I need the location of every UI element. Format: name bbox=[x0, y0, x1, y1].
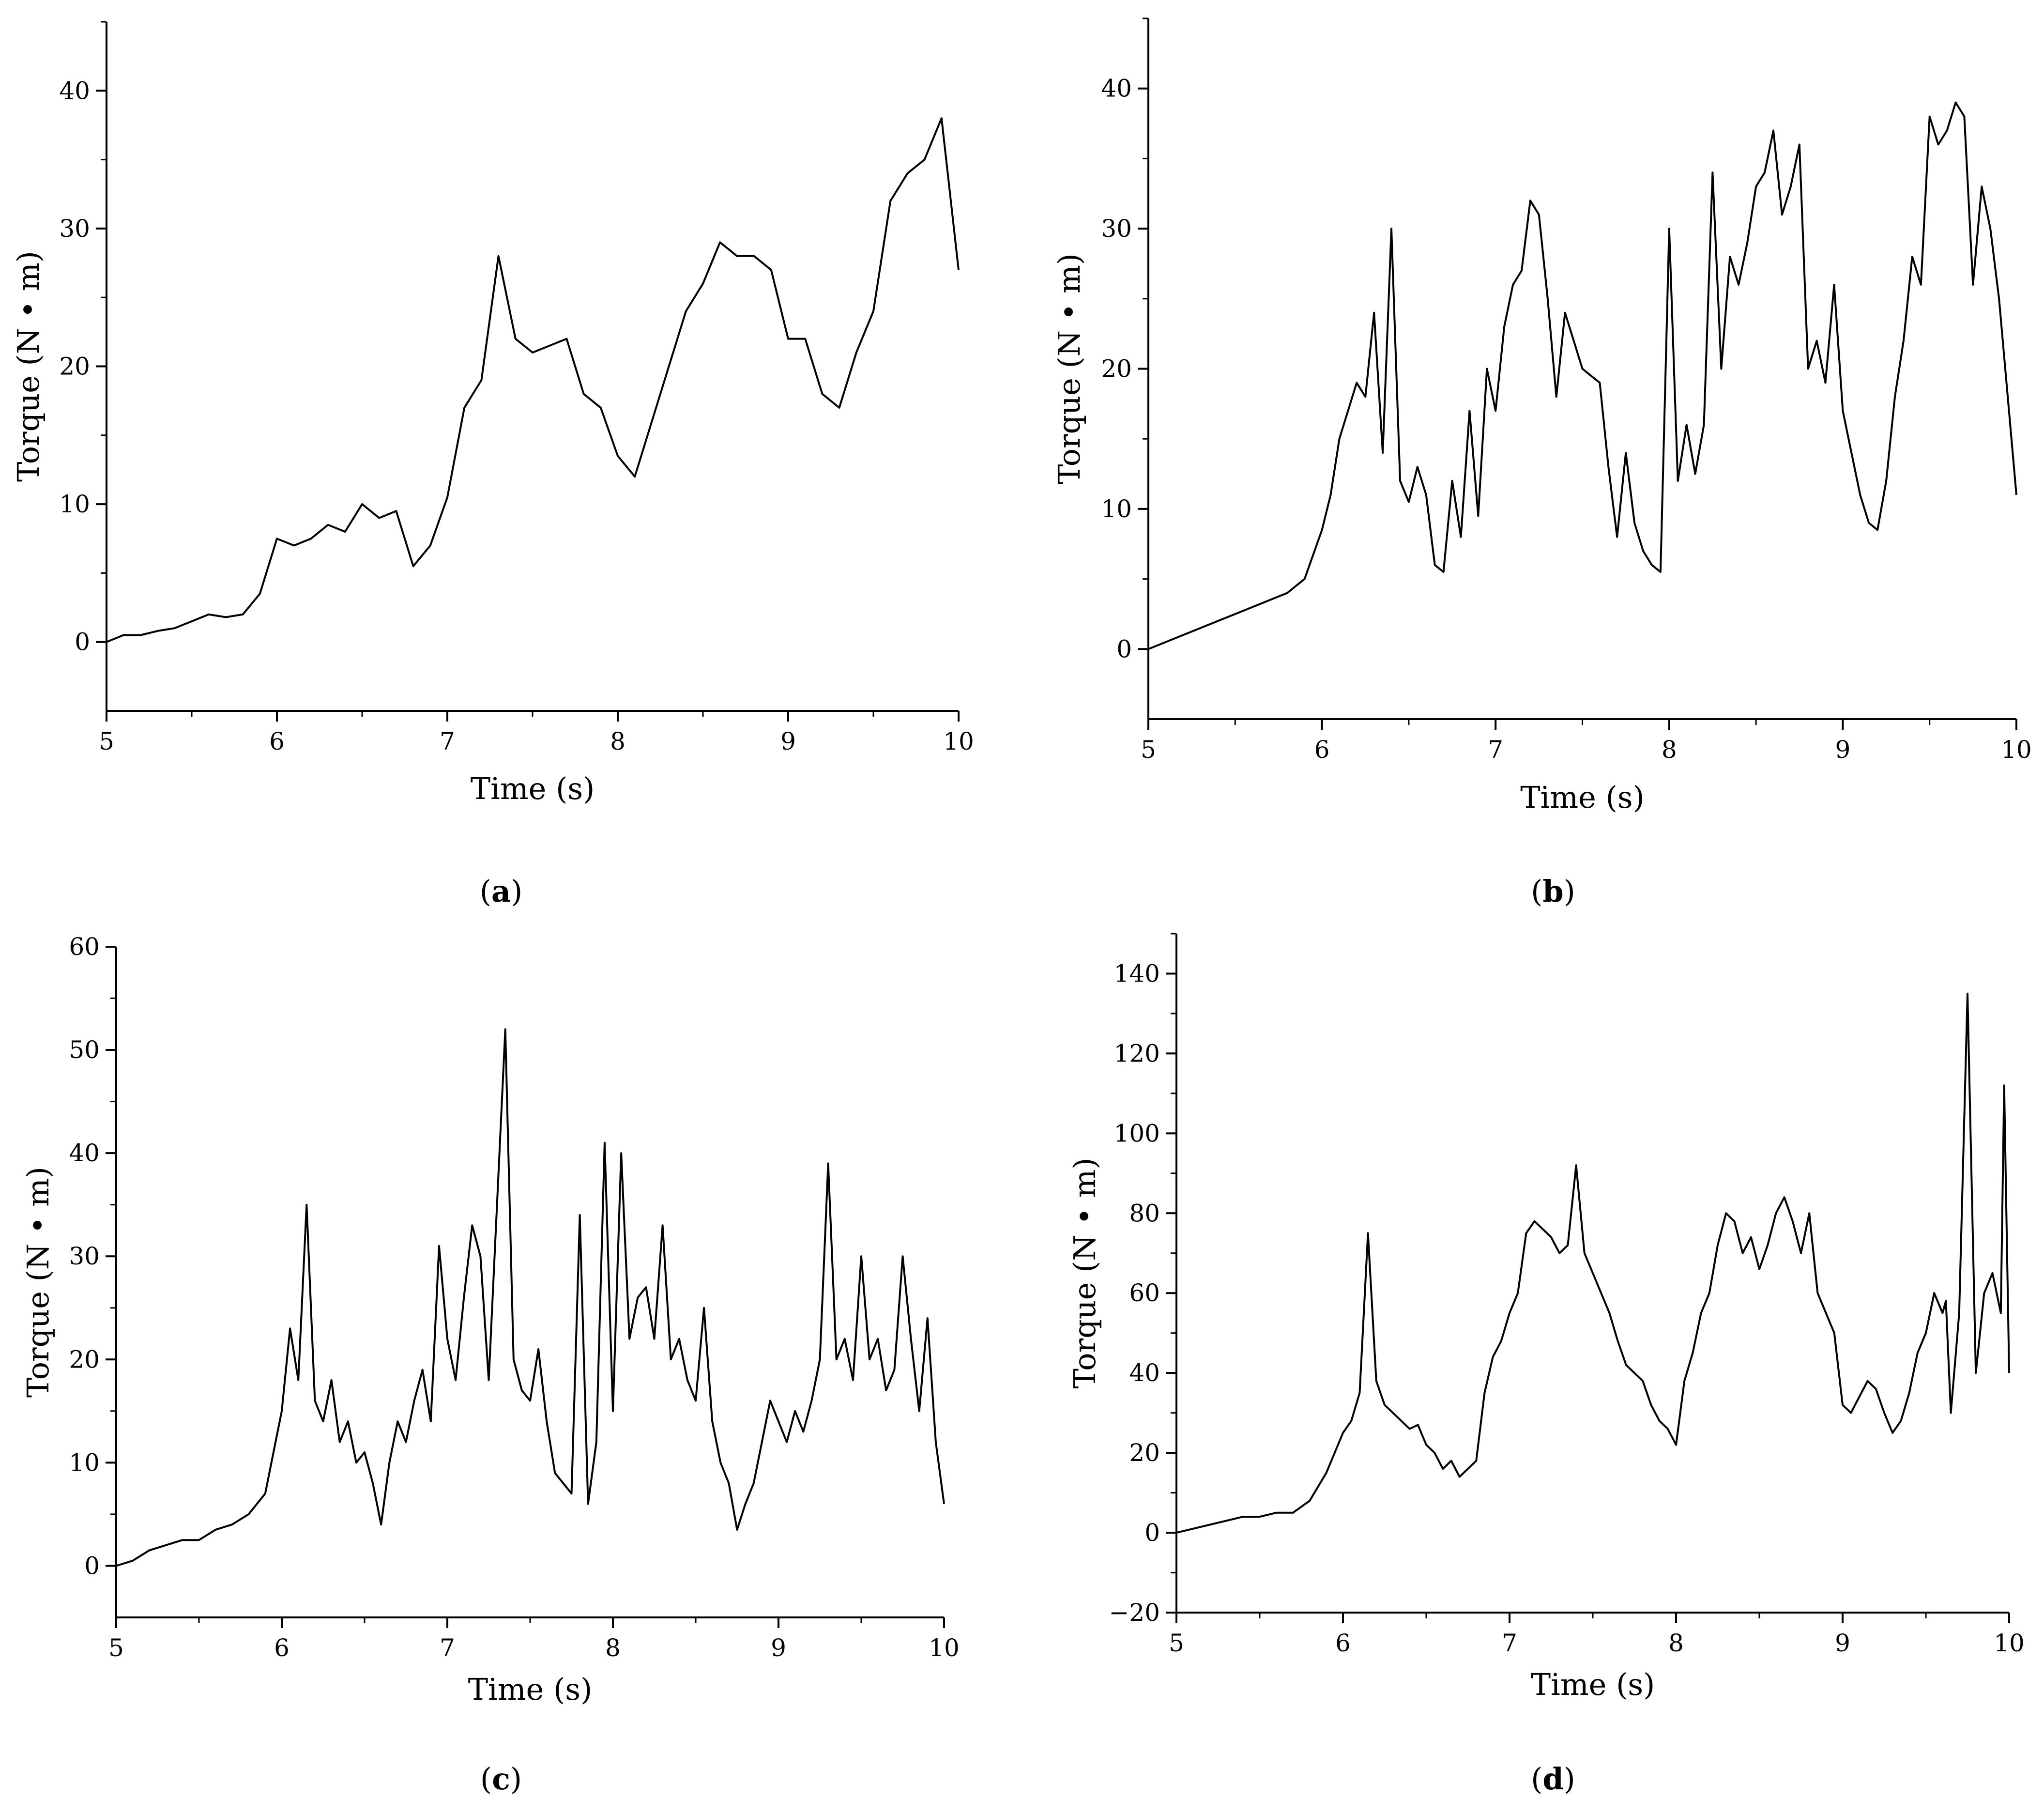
y-tick-label-d: 100 bbox=[1114, 1119, 1160, 1147]
y-tick-label-d: 120 bbox=[1114, 1039, 1160, 1067]
y-tick-label-b: 0 bbox=[1116, 635, 1132, 663]
chart-panel-d: 5 6 7 8 9 10 −20 0 20 40 60 80 100 120 140 Time (s) Torq… bbox=[1067, 933, 2025, 1702]
y-tick-label-d: 60 bbox=[1129, 1279, 1160, 1307]
x-axis-title-d: Time (s) bbox=[1531, 1667, 1655, 1702]
x-tick-label-d: 6 bbox=[1335, 1629, 1351, 1657]
y-tick-label-d: 20 bbox=[1129, 1439, 1160, 1467]
x-tick-label-b: 6 bbox=[1314, 736, 1330, 764]
y-tick-label-d: 80 bbox=[1129, 1199, 1160, 1227]
torque-series-line-d bbox=[1176, 992, 2010, 1534]
panel-caption-a: (a) bbox=[480, 874, 523, 909]
y-tick-label-b: 40 bbox=[1101, 75, 1132, 103]
y-tick-label-d: 140 bbox=[1114, 959, 1160, 987]
torque-series-line-a bbox=[106, 117, 960, 643]
x-tick-label-a: 9 bbox=[780, 727, 796, 755]
x-tick-label-b: 7 bbox=[1488, 736, 1503, 764]
x-tick-label-c: 5 bbox=[108, 1634, 124, 1662]
y-tick-label-c: 50 bbox=[69, 1036, 100, 1064]
y-tick-label-c: 40 bbox=[69, 1139, 100, 1167]
y-axis-title-d: Torque (N • m) bbox=[1067, 1158, 1102, 1389]
x-tick-label-d: 9 bbox=[1835, 1629, 1850, 1657]
x-tick-label-a: 5 bbox=[99, 727, 114, 755]
y-tick-label-c: 60 bbox=[69, 933, 100, 961]
y-tick-label-d: 0 bbox=[1144, 1519, 1160, 1547]
x-tick-label-b: 8 bbox=[1662, 736, 1677, 764]
chart-panel-b: 5 6 7 8 9 10 0 10 20 30 40 Time (s) Torque (N • m) bbox=[1052, 17, 2032, 815]
y-tick-label-a: 30 bbox=[59, 215, 90, 243]
x-tick-label-c: 6 bbox=[274, 1634, 290, 1662]
y-tick-label-d: 40 bbox=[1129, 1359, 1160, 1387]
x-tick-label-a: 10 bbox=[943, 727, 974, 755]
y-tick-label-b: 20 bbox=[1101, 355, 1132, 383]
y-axis-title-c: Torque (N • m) bbox=[20, 1167, 56, 1398]
x-tick-label-b: 5 bbox=[1141, 736, 1156, 764]
x-axis-title-b: Time (s) bbox=[1520, 780, 1645, 815]
x-tick-label-b: 9 bbox=[1835, 736, 1850, 764]
y-tick-label-d: −20 bbox=[1109, 1599, 1160, 1627]
x-tick-label-c: 9 bbox=[771, 1634, 786, 1662]
panel-caption-d: (d) bbox=[1531, 1761, 1575, 1797]
x-tick-label-d: 10 bbox=[1994, 1629, 2025, 1657]
y-tick-label-c: 0 bbox=[84, 1552, 100, 1580]
y-tick-label-a: 20 bbox=[59, 353, 90, 381]
x-tick-label-d: 8 bbox=[1668, 1629, 1684, 1657]
x-axis-title-c: Time (s) bbox=[468, 1672, 593, 1707]
x-axis-title-a: Time (s) bbox=[471, 771, 595, 806]
y-tick-label-a: 40 bbox=[59, 77, 90, 105]
y-tick-label-a: 0 bbox=[75, 628, 90, 656]
y-tick-label-b: 30 bbox=[1101, 215, 1132, 243]
torque-series-line-b bbox=[1148, 101, 2017, 650]
y-tick-label-c: 20 bbox=[69, 1345, 100, 1373]
x-tick-label-a: 6 bbox=[269, 727, 285, 755]
y-axis-title-b: Torque (N • m) bbox=[1052, 253, 1087, 484]
x-tick-label-d: 7 bbox=[1502, 1629, 1517, 1657]
x-tick-label-b: 10 bbox=[2001, 736, 2032, 764]
y-tick-label-c: 30 bbox=[69, 1242, 100, 1270]
x-tick-label-c: 8 bbox=[605, 1634, 621, 1662]
panel-caption-c: (c) bbox=[480, 1761, 522, 1797]
chart-panel-c: 5 6 7 8 9 10 0 10 20 30 40 50 60 Time (s) Torque (N • … bbox=[20, 933, 960, 1707]
panel-caption-b: (b) bbox=[1531, 874, 1575, 909]
y-tick-label-c: 10 bbox=[69, 1448, 100, 1477]
y-axis-title-a: Torque (N • m) bbox=[11, 251, 46, 482]
torque-series-line-c bbox=[116, 1028, 945, 1567]
y-tick-label-a: 10 bbox=[59, 490, 90, 518]
x-tick-label-a: 7 bbox=[440, 727, 455, 755]
chart-panel-a: 5 6 7 8 9 10 0 10 20 30 40 Time (s) Torque (N • m) bbox=[11, 21, 974, 806]
x-tick-label-c: 7 bbox=[440, 1634, 455, 1662]
x-tick-label-d: 5 bbox=[1169, 1629, 1184, 1657]
x-tick-label-c: 10 bbox=[929, 1634, 960, 1662]
x-tick-label-a: 8 bbox=[610, 727, 625, 755]
y-tick-label-b: 10 bbox=[1101, 495, 1132, 523]
